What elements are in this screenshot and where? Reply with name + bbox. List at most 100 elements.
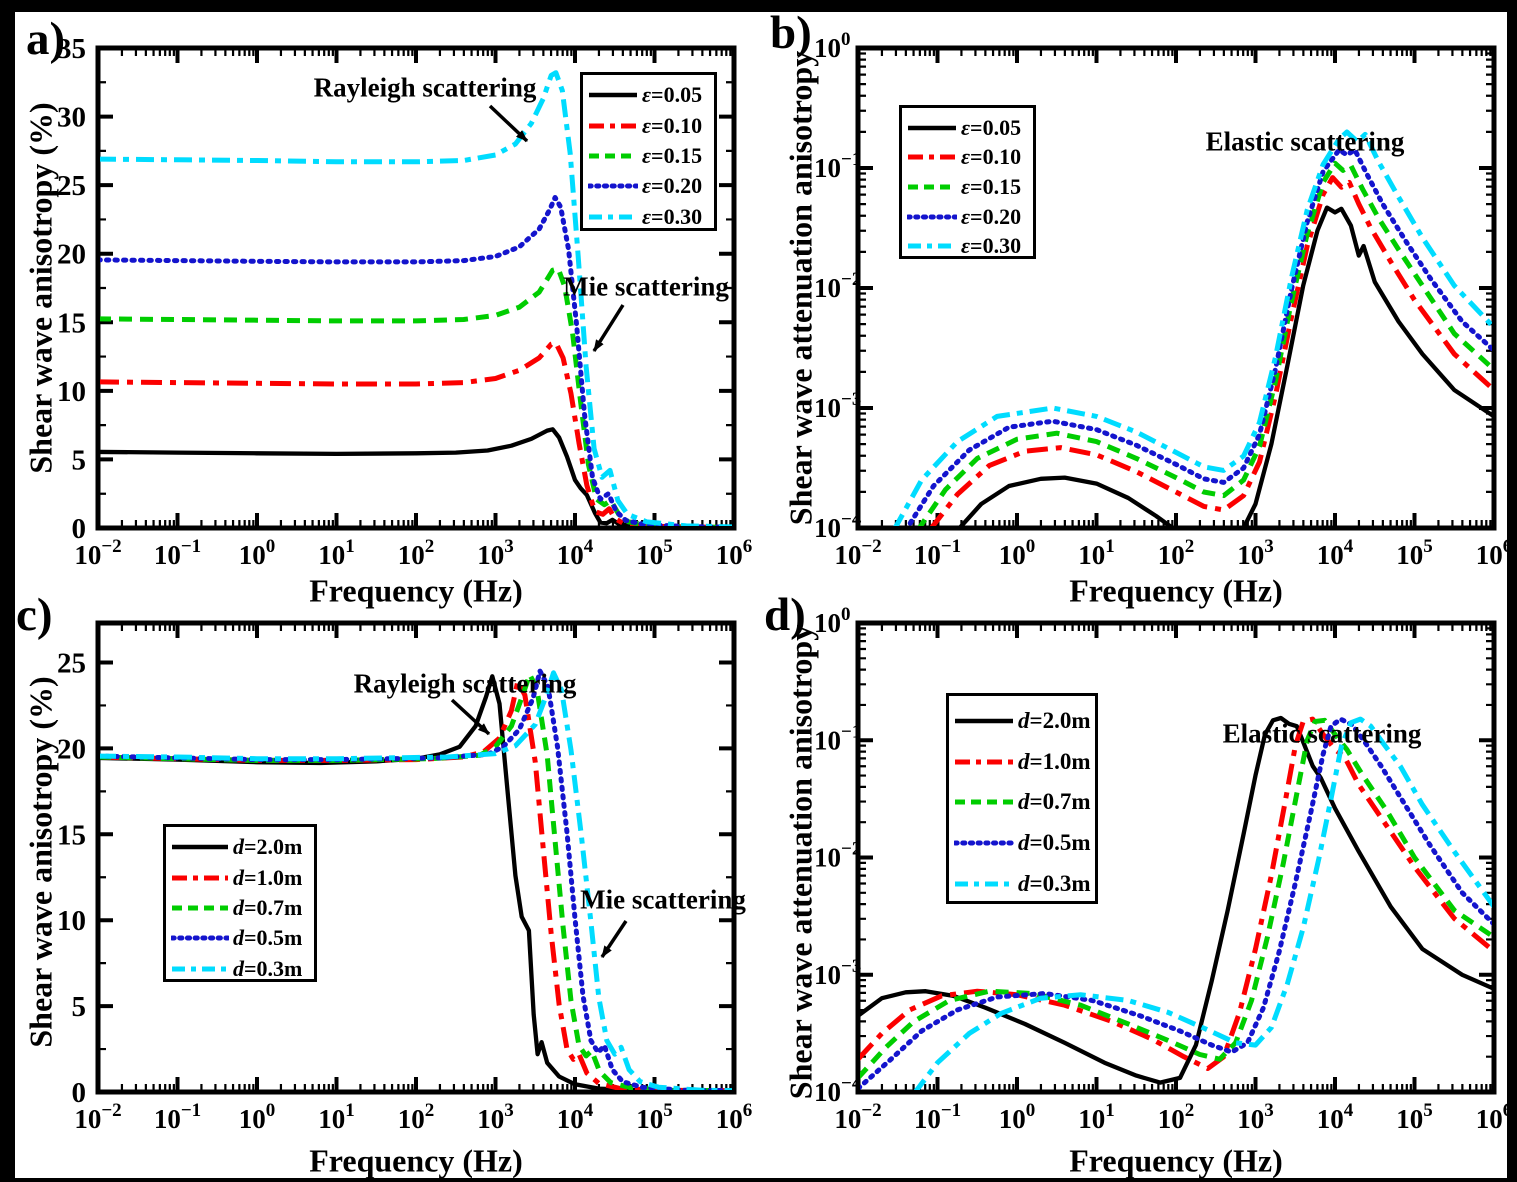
annotation-rayleigh-scattering-a: Rayleigh scattering [313, 72, 537, 103]
panel-d-label: d) [764, 589, 806, 641]
legend-item-label: d=0.3m [1018, 870, 1091, 896]
annotation-arrow-icon [600, 920, 628, 958]
x-tick-label: 100 [239, 1100, 276, 1134]
legend-item-label: d=2.0m [1018, 708, 1091, 734]
legend-line-sample [955, 719, 1013, 724]
y-tick-label: 35 [57, 33, 86, 65]
legend-item-label: d=1.0m [233, 864, 303, 890]
x-tick-label: 101 [318, 1100, 355, 1134]
x-tick-label: 10−2 [74, 1100, 121, 1134]
x-tick-label: 102 [1158, 536, 1195, 570]
x-tick-label: 102 [398, 536, 435, 570]
legend-item-label: ε=0.15 [642, 142, 703, 168]
annotation-elastic-scattering-b: Elastic scattering [1205, 126, 1405, 157]
legend-item-label: d=0.7m [1018, 789, 1091, 815]
legend-item-d-2.0m: d=2.0m [166, 832, 314, 862]
legend-item-eps-0.15: ε=0.15 [902, 172, 1033, 202]
x-tick-label: 105 [1396, 1100, 1433, 1134]
x-tick-label: 106 [716, 1100, 753, 1134]
legend-item-d-0.7m: d=0.7m [166, 893, 314, 923]
x-tick-label: 106 [716, 536, 753, 570]
y-tick-label: 30 [57, 102, 86, 134]
legend-item-eps-0.10: ε=0.10 [583, 110, 714, 140]
x-tick-label: 100 [999, 1100, 1036, 1134]
legend-line-sample [954, 840, 1014, 846]
x-tick-label: 101 [318, 536, 355, 570]
plot-frame [855, 620, 1497, 1095]
legend-item-eps-0.20: ε=0.20 [902, 202, 1033, 232]
legend-item-eps-0.20: ε=0.20 [583, 171, 714, 201]
x-tick-label: 103 [477, 536, 514, 570]
x-tick-label: 103 [1237, 1100, 1274, 1134]
legend-item-label: ε=0.05 [642, 82, 703, 108]
panel-a-y-axis-title: Shear wave anisotropy (%) [22, 102, 59, 474]
series-line-eps-0.20 [905, 147, 1492, 526]
legend-item-eps-0.05: ε=0.05 [583, 80, 714, 110]
x-tick-label: 106 [1476, 536, 1513, 570]
y-tick-label: 10 [57, 376, 86, 408]
annotation-arrow-icon [488, 104, 529, 143]
series-line-eps-0.10 [100, 340, 732, 526]
annotation-mie-scattering-a: Mie scattering [563, 271, 729, 302]
y-tick-label: 10−1 [814, 149, 861, 183]
y-tick-label: 100 [814, 604, 851, 638]
x-tick-label: 102 [398, 1100, 435, 1134]
y-tick-label: 100 [814, 29, 851, 63]
legend-line-sample [589, 123, 637, 129]
legend-item-d-0.3m: d=0.3m [949, 863, 1095, 904]
y-tick-label: 5 [72, 991, 87, 1023]
series-line-eps-0.05 [100, 427, 732, 526]
annotation-elastic-scattering-d: Elastic scattering [1222, 718, 1422, 749]
y-tick-label: 25 [57, 170, 86, 202]
legend-item-d-0.5m: d=0.5m [949, 823, 1095, 864]
y-tick-label: 15 [57, 819, 86, 851]
panel-d-y-axis-title: Shear wave attenuation anisotropy [782, 624, 819, 1100]
y-tick-label: 0 [72, 1077, 87, 1109]
panel-c-y-axis-title: Shear wave anisotropy (%) [22, 676, 59, 1048]
y-tick-label: 10−1 [814, 721, 861, 755]
legend-line-sample [589, 214, 637, 220]
minor-ticks [98, 623, 734, 1092]
y-tick-label: 20 [57, 733, 86, 765]
legend-line-sample [172, 905, 228, 911]
legend-item-eps-0.30: ε=0.30 [902, 231, 1033, 261]
legend-item-eps-0.05: ε=0.05 [902, 113, 1033, 143]
legend-item-label: ε=0.15 [961, 173, 1022, 199]
y-tick-label: 25 [57, 648, 86, 680]
y-tick-label: 10−4 [814, 1073, 862, 1107]
legend-item-label: ε=0.10 [642, 112, 703, 138]
y-tick-label: 10−4 [814, 509, 862, 543]
x-tick-label: 10−1 [154, 1100, 201, 1134]
legend-item-eps-0.30: ε=0.30 [583, 202, 714, 232]
legend-line-sample [908, 184, 956, 190]
legend-item-label: d=2.0m [233, 834, 303, 860]
x-tick-label: 105 [636, 536, 673, 570]
annotation-rayleigh-scattering-c: Rayleigh scattering [353, 668, 577, 699]
legend-line-sample [588, 183, 638, 189]
panel-c-label: c) [16, 589, 53, 641]
legend-line-sample [955, 759, 1013, 765]
legend-line-sample [172, 844, 228, 850]
legend-item-label: d=0.5m [233, 925, 303, 951]
x-tick-label: 106 [1476, 1100, 1513, 1134]
legend-item-eps-0.15: ε=0.15 [583, 141, 714, 171]
panel-d-x-axis-title: Frequency (Hz) [1069, 1142, 1283, 1179]
y-tick-label: 20 [57, 239, 86, 271]
y-tick-label: 10−2 [814, 839, 861, 873]
legend-item-label: d=0.5m [1018, 830, 1091, 856]
x-tick-label: 10−2 [834, 1100, 881, 1134]
series-line-d-0.3m [913, 716, 1492, 1090]
legend-item-d-2.0m: d=2.0m [949, 701, 1095, 742]
legend-item-label: ε=0.20 [642, 173, 703, 199]
panel-a-label: a) [26, 13, 66, 65]
legend-item-label: ε=0.05 [961, 114, 1022, 140]
plot-frame [95, 620, 737, 1095]
plot-frame [855, 45, 1497, 531]
legend-item-label: ε=0.30 [642, 203, 703, 229]
series-line-d-1.0m [860, 716, 1492, 1071]
x-tick-label: 101 [1078, 536, 1115, 570]
x-tick-label: 10−2 [834, 536, 881, 570]
x-tick-label: 10−1 [154, 536, 201, 570]
